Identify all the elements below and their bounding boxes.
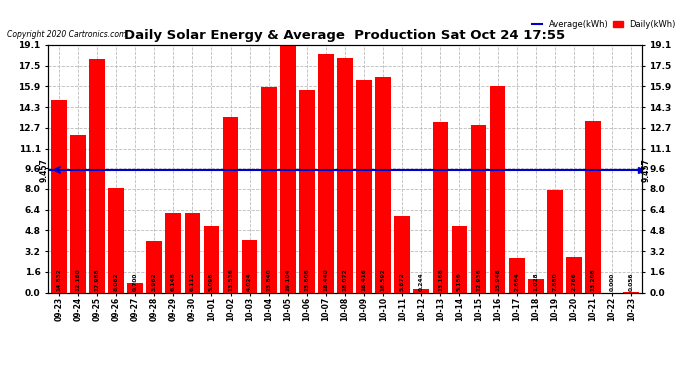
Bar [51,100,67,292]
Bar [241,240,257,292]
Bar [471,125,486,292]
Bar [490,86,506,292]
Text: 18.440: 18.440 [324,268,328,291]
Text: 12.936: 12.936 [476,268,481,291]
Bar [184,213,200,292]
Bar [566,256,582,292]
Bar [318,54,334,292]
Bar [547,190,563,292]
Text: 12.180: 12.180 [75,268,80,291]
Text: 6.112: 6.112 [190,272,195,291]
Text: 3.962: 3.962 [152,272,157,291]
Text: 19.104: 19.104 [285,268,290,291]
Bar [223,117,238,292]
Text: 13.536: 13.536 [228,268,233,291]
Bar [528,279,544,292]
Text: 18.072: 18.072 [342,268,348,291]
Bar [204,226,219,292]
Text: 0.700: 0.700 [132,272,137,291]
Bar [395,216,410,292]
Text: 5.096: 5.096 [209,272,214,291]
Bar [356,80,372,292]
Bar [280,45,295,292]
Bar [509,258,524,292]
Text: 0.000: 0.000 [610,272,615,291]
Bar [452,226,467,292]
Bar [299,90,315,292]
Text: Copyright 2020 Cartronics.com: Copyright 2020 Cartronics.com [7,30,126,39]
Bar [108,188,124,292]
Text: 13.208: 13.208 [591,268,595,291]
Text: 8.062: 8.062 [114,272,119,291]
Text: 14.832: 14.832 [57,268,61,291]
Bar [89,59,105,292]
Title: Daily Solar Energy & Average  Production Sat Oct 24 17:55: Daily Solar Energy & Average Production … [124,30,566,42]
Bar [70,135,86,292]
Text: 4.024: 4.024 [247,272,252,291]
Text: 16.416: 16.416 [362,268,366,291]
Bar [413,290,429,292]
Text: 9.457: 9.457 [642,158,651,182]
Bar [337,58,353,292]
Text: 16.592: 16.592 [381,268,386,291]
Text: 15.608: 15.608 [304,268,309,291]
Bar [433,122,448,292]
Legend: Average(kWh), Daily(kWh): Average(kWh), Daily(kWh) [529,17,679,33]
Text: 15.948: 15.948 [495,268,500,291]
Text: 9.457: 9.457 [39,158,48,182]
Text: 1.028: 1.028 [533,272,538,291]
Text: 13.168: 13.168 [438,268,443,291]
Bar [375,78,391,292]
Text: 15.840: 15.840 [266,268,271,291]
Text: 0.056: 0.056 [629,272,633,291]
Text: 5.872: 5.872 [400,272,405,291]
Text: 6.148: 6.148 [171,272,176,291]
Bar [261,87,277,292]
Text: 2.766: 2.766 [571,272,576,291]
Text: 2.664: 2.664 [514,272,519,291]
Text: 5.156: 5.156 [457,272,462,291]
Bar [585,122,601,292]
Bar [146,241,162,292]
Bar [127,284,143,292]
Text: 17.988: 17.988 [95,268,99,291]
Text: 0.244: 0.244 [419,272,424,291]
Bar [166,213,181,292]
Text: 7.880: 7.880 [553,272,558,291]
